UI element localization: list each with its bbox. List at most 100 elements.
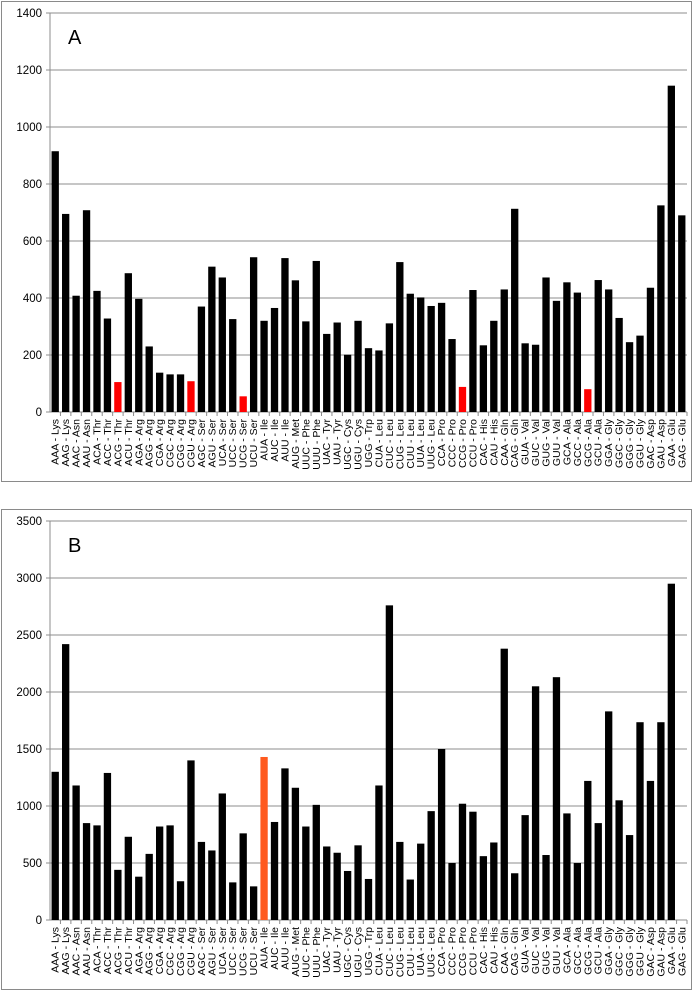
- x-tick-label: CAA - Gln: [499, 419, 511, 466]
- x-tick-label: UUA - Leu: [415, 419, 427, 468]
- bar-gcu-ala: [594, 280, 602, 412]
- x-tick-label: CUG - Leu: [394, 419, 406, 469]
- bar-uuc-phe: [302, 826, 310, 920]
- x-tick-label: AAA - Lys: [50, 419, 62, 465]
- bar-gau-asp: [657, 722, 665, 920]
- bar-agg-arg: [145, 346, 153, 412]
- x-tick-label: GCC - Ala: [572, 927, 584, 974]
- bar-aaa-lys: [51, 151, 59, 412]
- x-tick-label: CUA - Leu: [373, 927, 385, 976]
- x-tick-label: AAG - Lys: [60, 927, 72, 974]
- bar-caa-gln: [500, 289, 508, 412]
- x-tick-label: AUA - Ile: [259, 419, 271, 461]
- bar-agc-ser: [197, 306, 206, 412]
- x-tick-label: AAU - Asn: [81, 927, 93, 976]
- x-tick-label: UCU - Ser: [248, 418, 260, 467]
- bar-acu-thr: [124, 273, 132, 412]
- bar-cug-leu: [396, 262, 404, 412]
- bar-cgc-arg: [166, 374, 174, 412]
- bar-auc-ile: [270, 821, 279, 920]
- bar-acu-thr: [124, 836, 132, 920]
- x-tick-label: AGG - Arg: [144, 419, 156, 468]
- x-tick-label: AAC - Asn: [71, 419, 83, 468]
- x-tick-label: UGU - Cys: [353, 419, 365, 470]
- x-tick-label: AUG - Met: [290, 927, 302, 977]
- bar-gug-val: [542, 277, 550, 412]
- x-tick-label: AUG - Met: [290, 419, 302, 469]
- x-tick-label: GCU - Ala: [593, 419, 605, 466]
- x-tick-label: ACA - Thr: [91, 419, 103, 465]
- bar-auu-ile: [281, 768, 289, 920]
- x-tick-label: UUA - Leu: [415, 927, 427, 976]
- bar-ugc-cys: [343, 354, 352, 412]
- x-tick-label: UAC - Tyr: [321, 927, 333, 973]
- bar-ggu-gly: [636, 335, 644, 412]
- bar-cga-arg: [155, 372, 164, 412]
- bar-aca-thr: [93, 290, 101, 412]
- x-tick-label: ACA - Thr: [91, 927, 103, 973]
- bar-ggg-gly: [625, 342, 634, 412]
- bar-gac-asp: [646, 287, 655, 412]
- x-tick-label: GUG - Val: [541, 419, 553, 467]
- bar-ucu-ser: [249, 257, 258, 412]
- y-tick-label: 3000: [16, 573, 42, 585]
- bar-aaa-lys: [51, 771, 59, 920]
- x-tick-label: UUG - Leu: [426, 419, 438, 469]
- x-tick-label: AGG - Arg: [144, 927, 156, 976]
- bar-cau-his: [490, 320, 498, 412]
- bar-aac-asn: [72, 785, 80, 920]
- x-tick-label: CGA - Arg: [154, 927, 166, 974]
- bar-ccg-pro: [458, 386, 467, 412]
- x-tick-label: AAC - Asn: [71, 927, 83, 976]
- x-tick-label: CCU - Pro: [467, 419, 479, 468]
- x-tick-label: GCG - Ala: [582, 927, 594, 975]
- x-tick-label: GCA - Ala: [561, 419, 573, 465]
- bar-ucc-ser: [229, 882, 237, 920]
- x-tick-label: CUC - Leu: [384, 927, 396, 977]
- x-tick-label: AGA - Arg: [133, 927, 145, 974]
- x-tick-label: CUU - Leu: [405, 419, 417, 469]
- bar-ccc-pro: [448, 339, 456, 412]
- x-tick-label: UUU - Phe: [311, 419, 323, 470]
- y-tick-label: 800: [23, 179, 42, 191]
- x-tick-label: GCA - Ala: [561, 927, 573, 973]
- x-tick-label: GAU - Asp: [655, 927, 667, 977]
- x-tick-label: ACG - Thr: [112, 419, 124, 467]
- bar-gcg-ala: [584, 780, 592, 920]
- x-tick-label: AUU - Ile: [279, 419, 291, 462]
- x-tick-label: GGG - Gly: [624, 926, 636, 976]
- bar-aag-lys: [62, 213, 70, 412]
- bar-gga-gly: [605, 289, 613, 412]
- bar-ggc-gly: [615, 317, 623, 412]
- bar-cau-his: [490, 842, 498, 920]
- x-tick-label: UCG - Ser: [238, 419, 250, 469]
- bar-gcc-ala: [573, 292, 582, 412]
- bar-gca-ala: [563, 813, 571, 920]
- x-tick-label: GUU - Val: [551, 927, 563, 974]
- x-tick-label: CCG - Pro: [457, 419, 469, 468]
- x-tick-label: GCU - Ala: [593, 927, 605, 974]
- x-tick-label: CCU - Pro: [467, 927, 479, 976]
- x-tick-label: CUA - Leu: [373, 419, 385, 468]
- bar-uuu-phe: [312, 804, 320, 920]
- bar-aug-met: [291, 280, 300, 412]
- bar-guc-val: [531, 344, 540, 412]
- bar-gca-ala: [563, 282, 571, 412]
- x-tick-label: AGA - Arg: [133, 419, 145, 466]
- bar-gua-val: [521, 343, 529, 412]
- bar-auu-ile: [281, 258, 289, 412]
- bar-ucc-ser: [229, 319, 237, 412]
- x-tick-label: CGA - Arg: [154, 419, 166, 466]
- bar-uau-tyr: [333, 852, 341, 920]
- x-tick-label: AUC - Ile: [269, 927, 281, 970]
- x-tick-label: UUG - Leu: [426, 927, 438, 977]
- bar-ccu-pro: [469, 290, 477, 412]
- x-tick-label: GAG - Glu: [676, 927, 688, 976]
- bar-cga-arg: [155, 826, 164, 920]
- x-tick-label: UAC - Tyr: [321, 419, 333, 465]
- x-tick-label: AUA - Ile: [259, 927, 271, 969]
- x-tick-label: CAG - Gln: [509, 419, 521, 468]
- bar-aau-asn: [82, 823, 91, 920]
- y-tick-label: 600: [23, 236, 42, 248]
- bar-gac-asp: [646, 780, 655, 920]
